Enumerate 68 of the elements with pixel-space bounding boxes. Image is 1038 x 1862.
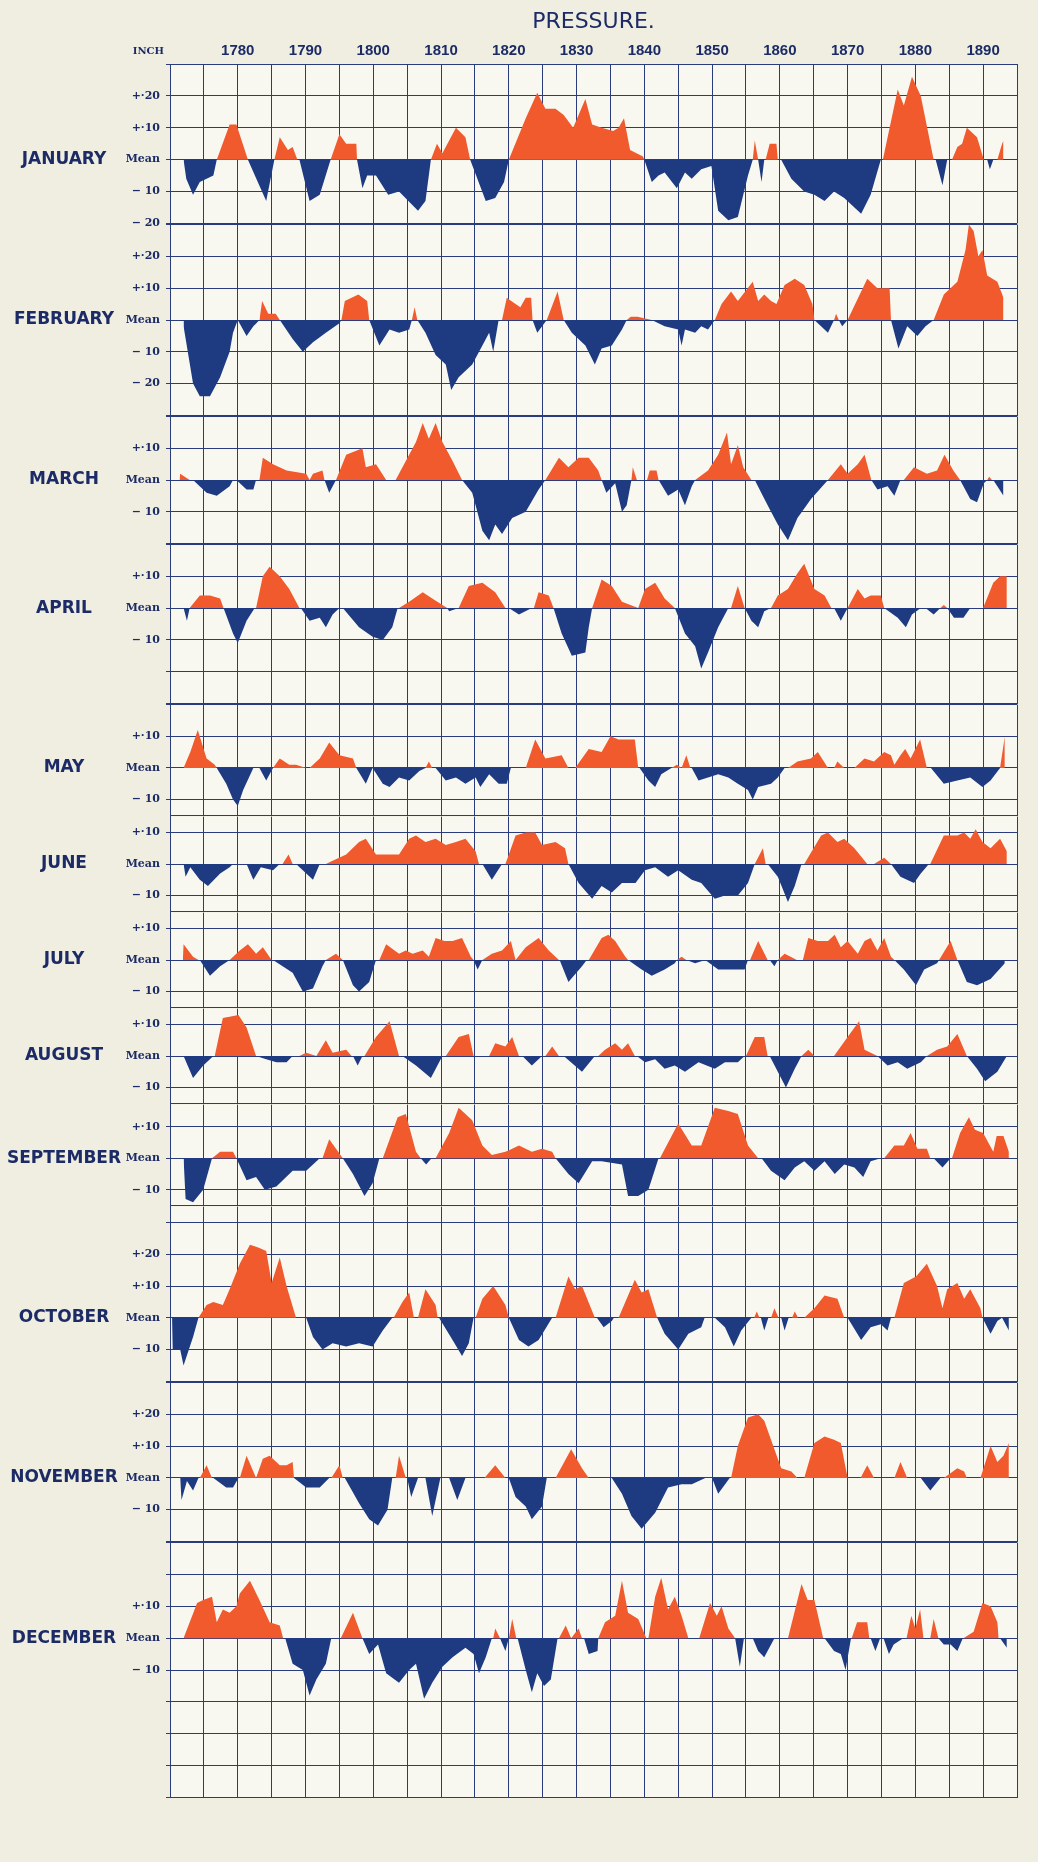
y-tick-label: +·10	[131, 281, 161, 295]
y-tick-label: +·20	[131, 1247, 161, 1261]
y-axis-title: JANUARY	[20, 148, 107, 169]
y-tick-label: Mean	[125, 600, 160, 614]
y-tick-label: − 10	[131, 344, 161, 358]
y-tick-label: − 10	[131, 1182, 161, 1196]
y-tick-label: Mean	[125, 952, 160, 966]
y-axis-title: DECEMBER	[11, 1626, 117, 1647]
x-tick-label: 1870	[830, 41, 865, 59]
chart-title: PRESSURE.	[532, 7, 655, 33]
x-tick-label: 1820	[492, 41, 526, 59]
y-tick-label: +·10	[131, 1439, 161, 1453]
y-tick-label: − 10	[131, 984, 161, 998]
y-axis-title: JULY	[42, 948, 85, 969]
y-axis-title: NOVEMBER	[10, 1466, 118, 1487]
y-axis-title: AUGUST	[24, 1044, 104, 1065]
y-tick-label: +·10	[131, 1279, 161, 1293]
y-tick-label: − 10	[131, 184, 161, 198]
y-axis-title: OCTOBER	[18, 1306, 110, 1327]
y-axis-title: JUNE	[40, 852, 87, 873]
y-tick-label: +·20	[131, 88, 161, 102]
y-tick-label: − 10	[131, 1342, 161, 1356]
y-tick-label: +·10	[131, 729, 161, 743]
y-tick-label: Mean	[125, 1471, 160, 1485]
y-tick-label: − 10	[131, 504, 161, 518]
y-tick-label: − 10	[131, 1080, 161, 1094]
y-tick-label: +·10	[131, 1119, 161, 1133]
y-tick-label: − 10	[131, 888, 161, 902]
y-tick-label: +·20	[131, 249, 161, 263]
x-tick-label: 1850	[695, 41, 729, 59]
y-tick-label: − 10	[131, 1502, 161, 1516]
x-tick-label: 1810	[424, 41, 458, 59]
y-tick-label: +·10	[131, 921, 161, 935]
x-tick-label: 1780	[221, 41, 255, 59]
y-axis-title: FEBRUARY	[13, 308, 115, 329]
x-tick-label: 1890	[966, 41, 1000, 59]
y-tick-label: +·10	[131, 1599, 161, 1613]
y-tick-label: +·10	[131, 441, 161, 455]
y-tick-label: Mean	[125, 1151, 160, 1165]
y-axis-title: APRIL	[36, 596, 93, 617]
y-axis-title: MAY	[43, 756, 86, 777]
x-tick-label: 1830	[559, 41, 594, 59]
x-tick-label: 1860	[763, 41, 797, 59]
y-tick-label: Mean	[125, 472, 160, 486]
y-tick-label: +·10	[131, 120, 161, 134]
x-tick-label: 1790	[288, 41, 323, 59]
y-tick-label: Mean	[125, 1311, 160, 1325]
x-tick-label: 1800	[356, 41, 390, 59]
y-axis-title: SEPTEMBER	[6, 1146, 122, 1167]
y-tick-label: Mean	[125, 152, 160, 166]
y-tick-label: − 20	[131, 216, 161, 230]
x-tick-label: 1880	[898, 41, 933, 59]
y-tick-label: Mean	[125, 760, 160, 774]
y-tick-label: +·10	[131, 1017, 161, 1031]
y-tick-label: − 20	[131, 376, 161, 390]
text: INCH	[132, 44, 164, 56]
y-axis-title: MARCH	[29, 468, 99, 489]
y-tick-label: +·10	[131, 825, 161, 839]
x-tick-label: 1840	[627, 41, 662, 59]
y-tick-label: − 10	[131, 1663, 161, 1677]
y-tick-label: Mean	[125, 1631, 160, 1645]
y-tick-label: Mean	[125, 1048, 160, 1062]
y-tick-label: +·10	[131, 569, 161, 583]
y-tick-label: Mean	[125, 856, 160, 870]
y-tick-label: − 10	[131, 632, 161, 646]
y-tick-label: Mean	[125, 312, 160, 326]
y-tick-label: +·20	[131, 1407, 161, 1421]
y-tick-label: − 10	[131, 792, 161, 806]
